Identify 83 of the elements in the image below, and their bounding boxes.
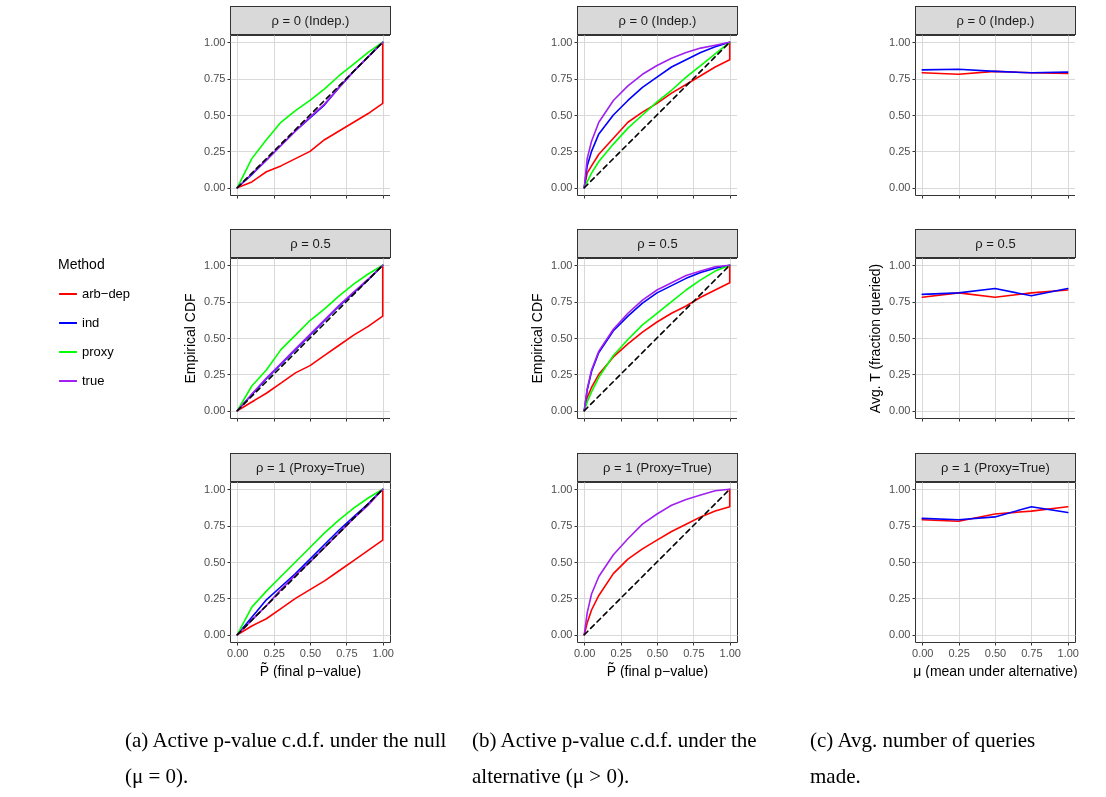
y-tick-label: 0.25 [889,367,911,380]
y-axis-title: Empirical CDF [529,293,546,384]
y-tick-label: 1.00 [889,258,911,271]
chart-title: ρ = 1 (Proxy=True) [577,453,738,482]
x-tick-label: 1.00 [719,646,741,659]
y-tick-label: 0.00 [204,181,226,194]
x-tick-label: 0.50 [299,646,322,659]
y-tick-label: 0.50 [204,555,226,568]
legend-title: Method [58,256,105,272]
text: (a) Active p-value c.d.f. under the null (μ = 0). [125,727,448,790]
y-tick-label: 0.00 [551,404,573,417]
y-tick-label: 0.75 [204,519,226,532]
y-tick-label: 0.75 [551,295,573,308]
y-tick-label: 1.00 [204,258,226,271]
x-tick-label: 0.00 [912,646,934,659]
legend-label: ind [82,315,100,330]
legend-label: proxy [82,344,115,359]
y-tick-label: 0.50 [889,331,911,344]
y-tick-label: 0.75 [889,295,911,308]
y-tick-label: 0.50 [204,331,226,344]
x-tick-label: 0.50 [984,646,1007,659]
y-tick-label: 0.50 [889,108,911,121]
x-tick-label: 0.00 [227,646,249,659]
y-axis-title: Avg. T (fraction queried) [867,263,884,414]
y-tick-label: 0.25 [551,144,573,157]
chart-title: ρ = 1 (Proxy=True) [915,453,1076,482]
y-tick-label: 0.25 [204,591,226,604]
y-tick-label: 0.25 [204,367,226,380]
y-tick-label: 1.00 [551,35,573,48]
x-tick-label: 0.50 [646,646,669,659]
y-tick-label: 0.75 [889,72,911,85]
y-tick-label: 0.50 [551,108,573,121]
y-tick-label: 0.00 [551,181,573,194]
y-axis-title: Empirical CDF [182,293,199,384]
y-tick-label: 0.50 [551,555,573,568]
chart-title: ρ = 0.5 [230,229,391,258]
text: (c) Avg. number of queries made. [810,727,1037,790]
x-tick-label: 0.00 [574,646,596,659]
x-tick-label: 1.00 [1057,646,1079,659]
x-tick-label: 1.00 [372,646,394,659]
x-axis-title: P̃ (final p−value) [606,662,709,679]
y-tick-label: 1.00 [889,482,911,495]
x-tick-label: 0.75 [336,646,358,659]
y-tick-label: 0.00 [551,628,573,641]
y-tick-label: 0.50 [204,108,226,121]
y-tick-label: 0.75 [889,519,911,532]
y-tick-label: 1.00 [889,35,911,48]
y-tick-label: 0.25 [551,367,573,380]
y-tick-label: 0.25 [889,591,911,604]
y-tick-label: 0.25 [889,144,911,157]
x-axis-title: μ (mean under alternative) [913,662,1078,679]
y-tick-label: 1.00 [204,35,226,48]
x-axis-title: P̃ (final p−value) [259,662,362,679]
y-tick-label: 0.50 [551,331,573,344]
x-tick-label: 0.25 [948,646,970,659]
y-tick-label: 0.75 [204,295,226,308]
y-tick-label: 0.75 [551,519,573,532]
x-tick-label: 0.25 [263,646,285,659]
y-tick-label: 1.00 [204,482,226,495]
y-tick-label: 0.75 [551,72,573,85]
y-tick-label: 0.50 [889,555,911,568]
y-tick-label: 0.00 [889,628,911,641]
chart-title: ρ = 0 (Indep.) [915,6,1076,35]
y-tick-label: 0.00 [889,404,911,417]
x-tick-label: 0.75 [1021,646,1043,659]
y-tick-label: 0.00 [204,628,226,641]
legend-label: true [82,373,105,388]
y-tick-label: 1.00 [551,482,573,495]
x-tick-label: 0.25 [610,646,632,659]
y-tick-label: 0.25 [204,144,226,157]
x-tick-label: 0.75 [683,646,705,659]
y-tick-label: 1.00 [551,258,573,271]
chart-title: ρ = 0.5 [577,229,738,258]
y-tick-label: 0.75 [204,72,226,85]
text: (b) Active p-value c.d.f. under the alternative (μ > 0). [472,727,758,790]
chart-title: ρ = 0 (Indep.) [577,6,738,35]
chart-title: ρ = 0.5 [915,229,1076,258]
chart-title: ρ = 0 (Indep.) [230,6,391,35]
y-tick-label: 0.00 [889,181,911,194]
y-tick-label: 0.00 [204,404,226,417]
chart-title: ρ = 1 (Proxy=True) [230,453,391,482]
y-tick-label: 0.25 [551,591,573,604]
legend-label: arb−dep [82,286,131,301]
